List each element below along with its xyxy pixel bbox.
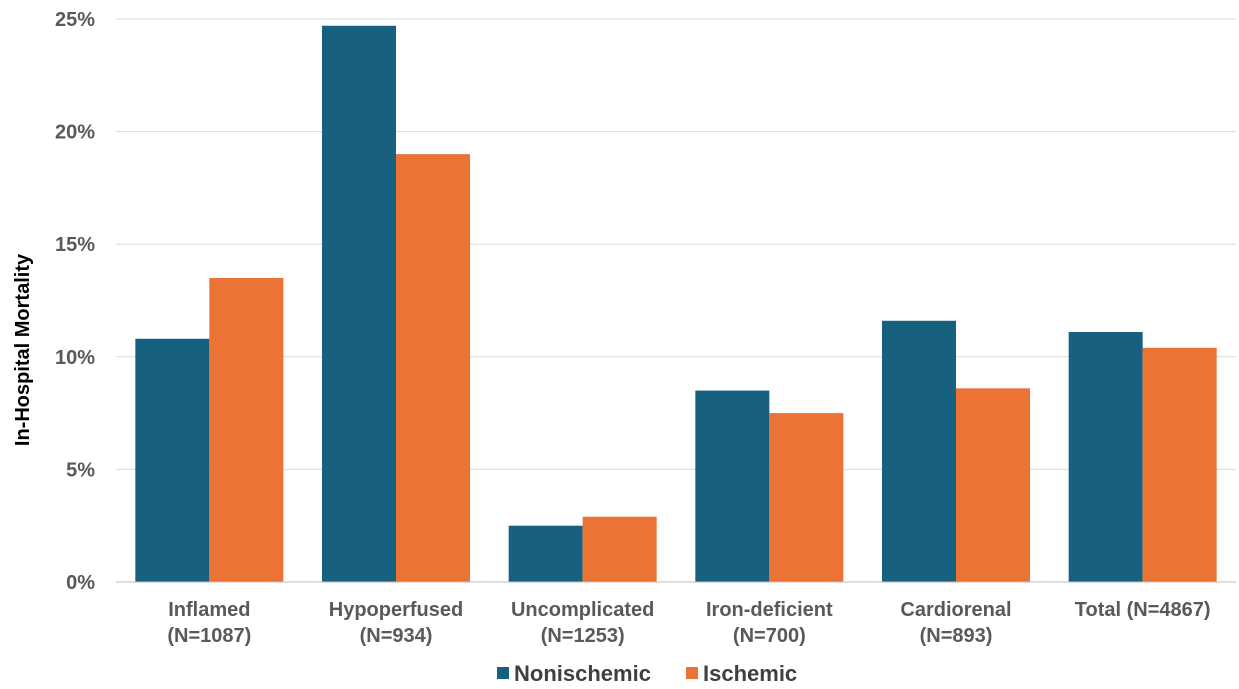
y-tick-label: 0% — [66, 572, 95, 594]
x-tick-label: Hypoperfused — [329, 599, 463, 621]
x-tick-label-n: (N=934) — [360, 625, 433, 647]
y-tick-label: 15% — [55, 234, 95, 256]
y-tick-label: 5% — [66, 459, 95, 481]
bar-nonischemic — [322, 25, 396, 583]
gridlines — [116, 18, 1236, 470]
x-tick-label: Total (N=4867) — [1075, 599, 1211, 621]
x-tick-label: Inflamed — [168, 599, 250, 621]
bar-ischemic — [209, 277, 284, 582]
bar-nonischemic — [695, 390, 770, 582]
bar-nonischemic — [135, 338, 210, 582]
bar-nonischemic — [882, 320, 956, 582]
legend-label: Nonischemic — [514, 661, 651, 686]
x-axis-labels: Inflamed (N=1087) Hypoperfused (N=934) Uncom… — [167, 599, 1210, 647]
x-tick-label-n: (N=700) — [733, 625, 806, 647]
y-axis-label: In-Hospital Mortality — [12, 253, 34, 446]
bar-nonischemic — [508, 525, 583, 582]
y-tick-label: 25% — [55, 9, 95, 31]
y-axis-ticks: 0% 5% 10% 15% 20% 25% — [55, 9, 95, 594]
bar-ischemic — [396, 154, 470, 582]
x-tick-label-n: (N=1087) — [167, 625, 251, 647]
x-tick-label: Uncomplicated — [511, 599, 654, 621]
x-tick-label: Iron-deficient — [706, 599, 833, 621]
x-tick-label-n: (N=1253) — [541, 625, 625, 647]
x-tick-label: Cardiorenal — [900, 599, 1011, 621]
bar-ischemic — [769, 413, 844, 582]
y-tick-label: 20% — [55, 122, 95, 144]
bar-ischemic — [582, 516, 657, 582]
y-tick-label: 10% — [55, 347, 95, 369]
bar-nonischemic — [1068, 332, 1143, 582]
bar-ischemic — [956, 388, 1030, 582]
legend-swatch — [686, 667, 698, 679]
legend-label: Ischemic — [703, 661, 797, 686]
legend: Nonischemic Ischemic — [497, 661, 797, 686]
x-tick-label-n: (N=893) — [920, 625, 993, 647]
bar-ischemic — [1142, 347, 1217, 582]
legend-swatch — [497, 667, 509, 679]
bars — [135, 25, 1217, 583]
